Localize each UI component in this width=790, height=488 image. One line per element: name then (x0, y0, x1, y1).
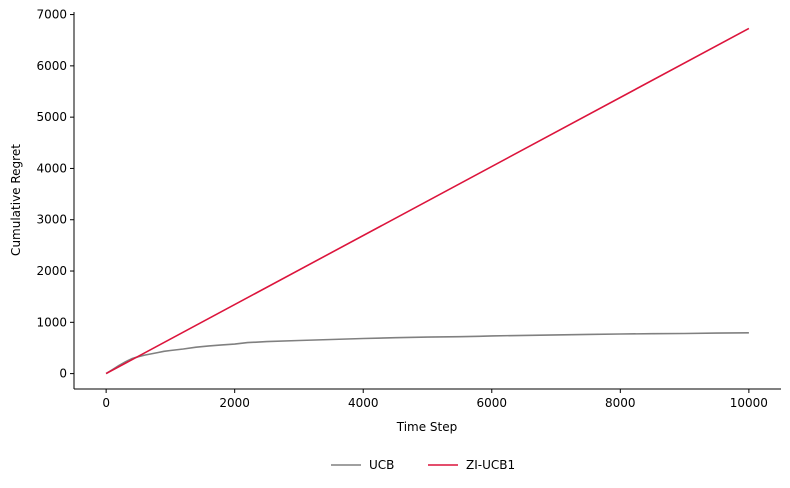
y-tick-label: 2000 (36, 264, 67, 278)
y-tick-label: 7000 (36, 8, 67, 22)
legend: UCB ZI-UCB1 (331, 458, 515, 472)
x-tick-label: 8000 (605, 396, 636, 410)
y-tick-label: 1000 (36, 315, 67, 329)
y-tick-label: 5000 (36, 110, 67, 124)
x-tick-label: 10000 (730, 396, 768, 410)
x-axis-label: Time Step (396, 420, 458, 434)
axes (73, 12, 781, 390)
legend-label: UCB (369, 458, 394, 472)
x-tick-label: 4000 (348, 396, 379, 410)
y-tick-label: 0 (59, 367, 67, 381)
series-line-ucb (105, 332, 749, 375)
y-axis-label: Cumulative Regret (9, 144, 23, 256)
y-ticks: 0 1000 2000 3000 4000 5000 6000 7000 (36, 8, 74, 381)
series-layer (105, 27, 750, 375)
x-tick-label: 2000 (219, 396, 250, 410)
legend-label: ZI-UCB1 (466, 458, 515, 472)
x-tick-label: 0 (102, 396, 110, 410)
x-ticks: 0 2000 4000 6000 8000 10000 (102, 389, 768, 410)
x-tick-label: 6000 (476, 396, 507, 410)
y-tick-label: 3000 (36, 213, 67, 227)
y-tick-label: 4000 (36, 161, 67, 175)
series-line-zi-ucb1 (105, 27, 750, 375)
y-tick-label: 6000 (36, 59, 67, 73)
